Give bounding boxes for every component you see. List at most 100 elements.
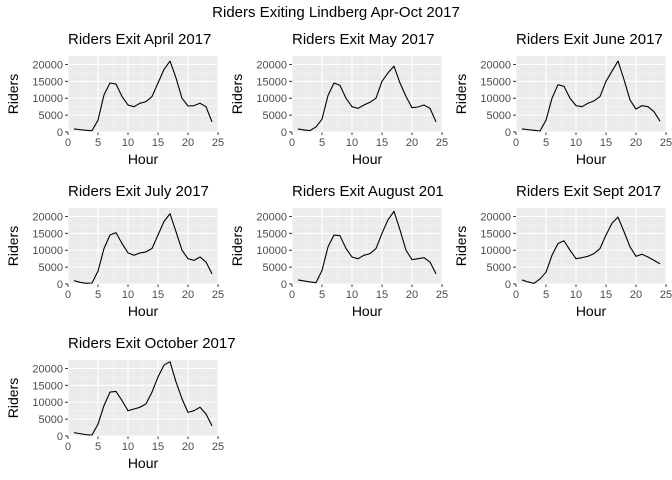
x-tick-label: 20 xyxy=(406,289,418,301)
x-tick-label: 25 xyxy=(212,289,224,301)
chart-panel-july: Riders Exit July 2017 0 5 10 15 20 25 0 5000 1000… xyxy=(0,176,224,326)
y-tick-label: 0 xyxy=(505,127,511,139)
y-tick-label: 20000 xyxy=(256,211,287,223)
y-tick-label: 0 xyxy=(57,431,63,443)
y-tick-label: 0 xyxy=(281,279,287,291)
chart-panel-october: Riders Exit October 2017 0 5 10 15 20 25 0 5000 1… xyxy=(0,328,236,478)
y-tick-label: 20000 xyxy=(480,211,511,223)
x-tick-label: 15 xyxy=(152,441,164,453)
page-title: Riders Exiting Lindberg Apr-Oct 2017 xyxy=(212,4,460,21)
y-axis-label: Riders xyxy=(5,226,21,266)
x-tick-label: 15 xyxy=(152,137,164,149)
x-tick-label: 10 xyxy=(122,289,134,301)
y-tick-label: 15000 xyxy=(32,76,63,88)
chart-svg: Riders Exit May 2017 0 5 10 15 20 25 0 5000 10000… xyxy=(229,31,448,167)
series-line xyxy=(73,361,213,436)
x-tick-label: 20 xyxy=(182,289,194,301)
y-tick-label: 10000 xyxy=(32,245,63,257)
chart-title: Riders Exit August 201 xyxy=(292,183,444,200)
x-tick-label: 15 xyxy=(376,289,388,301)
x-tick-label: 5 xyxy=(543,137,549,149)
y-axis-label: Riders xyxy=(229,74,245,114)
x-tick-label: 0 xyxy=(513,137,519,149)
x-tick-label: 0 xyxy=(513,289,519,301)
y-tick-label: 5000 xyxy=(263,262,287,274)
y-tick-label: 5000 xyxy=(39,414,63,426)
y-tick-label: 10000 xyxy=(480,245,511,257)
x-tick-label: 25 xyxy=(436,137,448,149)
y-tick-label: 0 xyxy=(281,127,287,139)
x-tick-label: 10 xyxy=(122,441,134,453)
series-line xyxy=(73,213,213,284)
y-tick-label: 0 xyxy=(57,279,63,291)
x-tick-label: 10 xyxy=(570,289,582,301)
x-tick-label: 25 xyxy=(436,289,448,301)
series-line xyxy=(521,216,661,284)
y-tick-label: 10000 xyxy=(480,93,511,105)
x-tick-label: 0 xyxy=(289,137,295,149)
x-tick-label: 5 xyxy=(95,137,101,149)
y-tick-label: 20000 xyxy=(32,211,63,223)
x-tick-label: 25 xyxy=(660,289,672,301)
series-line xyxy=(73,60,213,132)
x-tick-label: 5 xyxy=(543,289,549,301)
x-tick-label: 15 xyxy=(600,289,612,301)
y-axis-label: Riders xyxy=(5,378,21,418)
chart-title: Riders Exit July 2017 xyxy=(68,183,209,200)
x-tick-label: 15 xyxy=(152,289,164,301)
x-tick-label: 25 xyxy=(660,137,672,149)
x-axis-label: Hour xyxy=(352,303,383,319)
chart-svg: Riders Exit Sept 2017 0 5 10 15 20 25 0 5000 1000… xyxy=(453,183,672,319)
y-tick-label: 5000 xyxy=(263,110,287,122)
x-tick-label: 10 xyxy=(122,137,134,149)
y-tick-label: 5000 xyxy=(487,262,511,274)
chart-panel-june: Riders Exit June 2017 0 5 10 15 20 25 0 5000 1000… xyxy=(448,24,672,174)
x-tick-label: 5 xyxy=(95,289,101,301)
x-tick-label: 0 xyxy=(65,289,71,301)
series-line xyxy=(521,60,661,132)
y-tick-label: 20000 xyxy=(32,363,63,375)
x-tick-label: 0 xyxy=(65,441,71,453)
y-axis-label: Riders xyxy=(453,226,469,266)
x-tick-label: 15 xyxy=(600,137,612,149)
chart-svg: Riders Exit June 2017 0 5 10 15 20 25 0 5000 1000… xyxy=(453,31,672,167)
x-tick-label: 5 xyxy=(319,289,325,301)
y-tick-label: 20000 xyxy=(256,59,287,71)
x-tick-label: 10 xyxy=(570,137,582,149)
y-tick-label: 0 xyxy=(57,127,63,139)
chart-panel-april: Riders Exit April 2017 0 5 10 15 20 25 0 5000 100… xyxy=(0,24,224,174)
y-tick-label: 15000 xyxy=(256,228,287,240)
chart-svg: Riders Exit July 2017 0 5 10 15 20 25 0 5000 1000… xyxy=(5,183,224,319)
chart-title: Riders Exit May 2017 xyxy=(292,31,435,48)
y-tick-label: 15000 xyxy=(256,76,287,88)
series-line xyxy=(297,210,437,284)
chart-title: Riders Exit April 2017 xyxy=(68,31,211,48)
chart-title: Riders Exit October 2017 xyxy=(68,335,236,352)
y-tick-label: 20000 xyxy=(32,59,63,71)
y-tick-label: 5000 xyxy=(487,110,511,122)
y-tick-label: 5000 xyxy=(39,262,63,274)
y-tick-label: 10000 xyxy=(256,93,287,105)
x-tick-label: 10 xyxy=(346,289,358,301)
y-tick-label: 5000 xyxy=(39,110,63,122)
y-tick-label: 20000 xyxy=(480,59,511,71)
x-tick-label: 20 xyxy=(182,137,194,149)
x-axis-label: Hour xyxy=(576,151,607,167)
x-tick-label: 0 xyxy=(289,289,295,301)
x-axis-label: Hour xyxy=(128,455,159,471)
x-tick-label: 15 xyxy=(376,137,388,149)
y-axis-label: Riders xyxy=(5,74,21,114)
chart-panel-september: Riders Exit Sept 2017 0 5 10 15 20 25 0 5000 1000… xyxy=(448,176,672,326)
chart-svg: Riders Exit October 2017 0 5 10 15 20 25 0 5000 1… xyxy=(5,335,236,471)
chart-svg: Riders Exit April 2017 0 5 10 15 20 25 0 5000 100… xyxy=(5,31,224,167)
series-line xyxy=(297,65,437,132)
x-tick-label: 20 xyxy=(630,137,642,149)
x-tick-label: 20 xyxy=(630,289,642,301)
chart-title: Riders Exit June 2017 xyxy=(516,31,663,48)
x-axis-label: Hour xyxy=(576,303,607,319)
x-tick-label: 20 xyxy=(406,137,418,149)
y-tick-label: 15000 xyxy=(32,228,63,240)
chart-panel-may: Riders Exit May 2017 0 5 10 15 20 25 0 5000 10000… xyxy=(224,24,448,174)
chart-title: Riders Exit Sept 2017 xyxy=(516,183,661,200)
x-tick-label: 20 xyxy=(182,441,194,453)
